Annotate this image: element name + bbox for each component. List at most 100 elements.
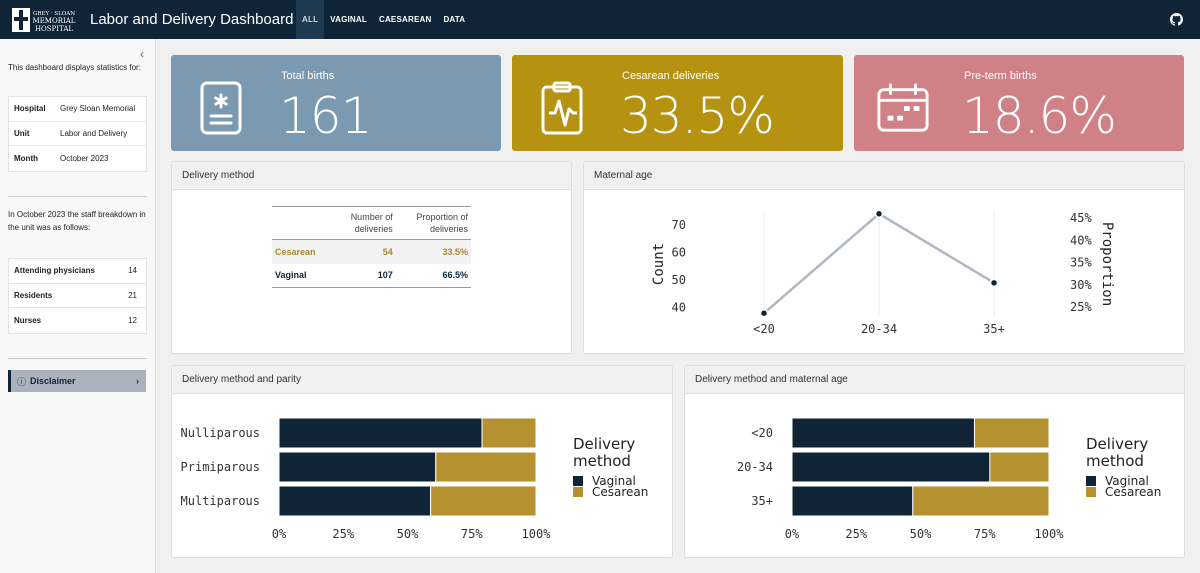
value-box-total-births: Total births 161 xyxy=(171,55,501,151)
y-tick-label: 35+ xyxy=(751,494,773,508)
sidebar-collapse-button[interactable]: ‹ xyxy=(140,47,144,61)
x-tick-label: 20-34 xyxy=(861,322,897,336)
legend-title: Delivery xyxy=(1086,435,1148,453)
table-row: Cesarean 54 33.5% xyxy=(272,239,471,264)
navbar: GREY · SLOAN MEMORIAL HOSPITAL Labor and… xyxy=(0,0,1200,39)
card-header: Delivery method xyxy=(172,162,571,190)
x-tick-label: 100% xyxy=(522,527,552,541)
cell-count: 107 xyxy=(332,263,396,288)
info-value: Labor and Delivery xyxy=(60,128,128,138)
x-tick-label: 50% xyxy=(910,527,932,541)
x-tick-label: 25% xyxy=(845,527,867,541)
parity-chart: Nulliparous Primiparous Multiparous 0% 25% 50… xyxy=(181,417,648,541)
value-box-value: 161 xyxy=(279,87,372,145)
logo-line-1: GREY · SLOAN xyxy=(33,11,75,17)
legend-label: Vaginal xyxy=(592,474,636,488)
legend-swatch xyxy=(573,487,583,497)
legend-swatch xyxy=(1086,476,1096,486)
staff-intro: In October 2023 the staff breakdown in t… xyxy=(8,210,146,232)
x-tick-label: 100% xyxy=(1035,527,1065,541)
cell-proportion: 33.5% xyxy=(395,239,471,264)
info-key: Hospital xyxy=(14,104,46,114)
legend-swatch xyxy=(573,476,583,486)
y-tick-label: 20-34 xyxy=(737,460,773,474)
value-box-title: Cesarean deliveries xyxy=(622,70,720,82)
hospital-logo[interactable]: GREY · SLOAN MEMORIAL HOSPITAL xyxy=(12,6,78,34)
disclaimer-accordion[interactable]: ⓘ Disclaimer › xyxy=(8,370,146,392)
staff-key: Attending physicians xyxy=(14,266,95,276)
header-line: Proportion of xyxy=(416,212,468,222)
y-tick-label: Primiparous xyxy=(181,460,260,474)
legend-title: Delivery xyxy=(573,435,635,453)
staff-row-nurses: Nurses 12 xyxy=(9,308,146,333)
sidebar-intro: This dashboard displays statistics for: xyxy=(8,63,141,72)
tab-all[interactable]: ALL xyxy=(296,0,325,39)
x-tick-label: 75% xyxy=(461,527,483,541)
x-tick-label: 25% xyxy=(332,527,354,541)
y-tick-label: 60 xyxy=(672,245,686,259)
value-box-value: 18.6% xyxy=(962,87,1117,145)
value-box-value: 33.5% xyxy=(620,87,775,145)
legend-title: method xyxy=(1086,452,1144,470)
cell-method: Cesarean xyxy=(272,239,333,264)
x-tick-label: 35+ xyxy=(983,322,1005,336)
legend-label: Vaginal xyxy=(1105,474,1149,488)
legend-label: Cesarean xyxy=(592,485,648,499)
cell-count: 54 xyxy=(332,239,396,264)
staff-row-residents: Residents 21 xyxy=(9,284,146,308)
age-method-chart: <20 20-34 35+ 0% 25% 50% 75% 100% Deliverymethod… xyxy=(737,417,1161,541)
table-header-proportion: Proportion of deliveries xyxy=(395,206,471,240)
data-point xyxy=(989,278,999,288)
delivery-table: Number of deliveries Proportion of deliver… xyxy=(272,206,471,288)
card-header: Maternal age xyxy=(584,162,1184,190)
disclaimer-label: Disclaimer xyxy=(30,376,76,386)
x-tick-label: 0% xyxy=(785,527,800,541)
staff-value: 21 xyxy=(128,290,137,300)
maternal-age-chart: <20 20-34 35+ 40 50 60 70 25% 30% 35% 40% 45% Count P… xyxy=(651,209,1115,336)
legend-title: method xyxy=(573,452,631,470)
parity-card: Delivery method and parity Nulliparous Pr… xyxy=(171,365,673,558)
y-tick-label: <20 xyxy=(751,426,773,440)
nav-tabs: ALL VAGINAL CAESAREAN DATA xyxy=(296,0,471,39)
y-tick-label: Multiparous xyxy=(181,494,260,508)
y2-tick-label: 30% xyxy=(1070,278,1092,292)
bar-segment xyxy=(791,451,991,483)
tab-caesarean[interactable]: CAESAREAN xyxy=(378,15,432,24)
sidebar: ‹ This dashboard displays statistics for… xyxy=(0,39,156,573)
header-line: deliveries xyxy=(429,224,468,234)
data-point xyxy=(874,209,884,219)
table-row: Vaginal 107 66.5% xyxy=(272,263,471,288)
bar-segment xyxy=(791,485,914,517)
chevron-right-icon: › xyxy=(136,376,139,386)
cell-proportion: 66.5% xyxy=(395,263,471,288)
staff-row-attending: Attending physicians 14 xyxy=(9,259,146,284)
clipboard-pulse-icon xyxy=(541,81,583,135)
legend-swatch xyxy=(1086,487,1096,497)
bar-segment xyxy=(481,417,537,449)
tab-vaginal[interactable]: VAGINAL xyxy=(330,15,367,24)
data-point xyxy=(759,308,769,318)
bar-segment xyxy=(278,485,432,517)
staff-value: 12 xyxy=(128,315,137,325)
bar-segment xyxy=(912,485,1050,517)
bar-segment xyxy=(278,451,437,483)
logo-line-3: HOSPITAL xyxy=(35,25,73,33)
table-header-method xyxy=(272,206,333,240)
header-line: deliveries xyxy=(354,224,393,234)
bar-segment xyxy=(278,417,483,449)
info-value: October 2023 xyxy=(60,153,109,163)
github-icon[interactable] xyxy=(1170,13,1183,26)
bar-segment xyxy=(791,417,975,449)
value-box-cesarean: Cesarean deliveries 33.5% xyxy=(512,55,843,151)
y2-tick-label: 40% xyxy=(1070,233,1092,247)
staff-value: 14 xyxy=(128,266,137,276)
y2-tick-label: 25% xyxy=(1070,300,1092,314)
y2-tick-label: 45% xyxy=(1070,211,1092,225)
info-table: Hospital Grey Sloan Memorial Unit Labor … xyxy=(8,96,147,172)
x-tick-label: 50% xyxy=(397,527,419,541)
bar-segment xyxy=(435,451,537,483)
info-key: Month xyxy=(14,153,38,163)
tab-data[interactable]: DATA xyxy=(443,15,466,24)
y-tick-label: 70 xyxy=(672,218,686,232)
app-title: Labor and Delivery Dashboard xyxy=(90,11,294,28)
